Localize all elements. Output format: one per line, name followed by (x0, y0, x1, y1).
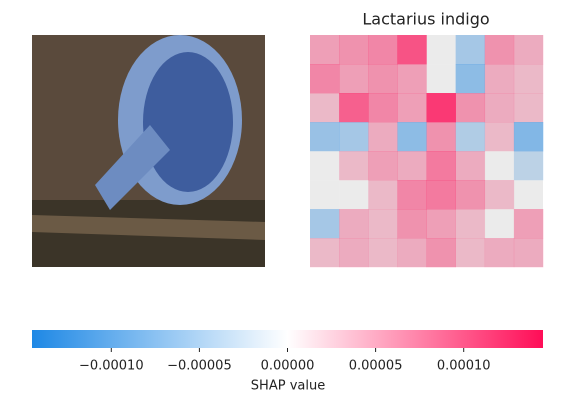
heat-cell (455, 122, 486, 152)
tick-label: 0.00005 (349, 359, 403, 374)
heat-cell (397, 122, 427, 152)
heat-cell (339, 151, 369, 181)
heat-cell (484, 151, 515, 181)
heat-cell (397, 238, 427, 268)
heat-cell (368, 180, 398, 210)
heat-cell (339, 93, 369, 123)
heat-cell (397, 35, 427, 65)
heat-cell (455, 151, 486, 181)
heat-cell (368, 122, 398, 152)
heat-cell (310, 122, 340, 152)
heat-cell (455, 93, 486, 123)
tick-label: −0.00005 (167, 359, 232, 374)
heat-cell (426, 209, 456, 239)
heat-cell (426, 122, 456, 152)
heat-cell (484, 122, 515, 152)
colorbar (32, 330, 543, 348)
heat-cell (513, 151, 544, 181)
heat-cell (397, 180, 427, 210)
heat-cell (455, 64, 486, 94)
heat-cell (426, 151, 456, 181)
heat-cell (339, 209, 369, 239)
heat-cell (455, 209, 486, 239)
heat-cell (513, 238, 544, 268)
heat-cell (513, 122, 544, 152)
tick-label: 0.00010 (437, 359, 491, 374)
heat-cell (339, 64, 369, 94)
photo (32, 35, 265, 267)
heat-cell (397, 64, 427, 94)
heat-cell (339, 180, 369, 210)
heat-cell (339, 122, 369, 152)
tick-label: 0.00000 (261, 359, 315, 374)
heat-cell (368, 64, 398, 94)
heat-cell (484, 180, 515, 210)
heat-cell (397, 209, 427, 239)
heat-cell (513, 209, 544, 239)
heat-cell (368, 209, 398, 239)
tick-label: −0.00010 (79, 359, 144, 374)
heat-cell (484, 93, 515, 123)
heat-cell (368, 35, 398, 65)
heat-cell (310, 209, 340, 239)
heat-cell (426, 64, 456, 94)
heat-cell (310, 93, 340, 123)
heat-cell (426, 180, 456, 210)
heat-cell (513, 35, 544, 65)
heat-cell (368, 151, 398, 181)
heat-cell (484, 238, 515, 268)
heat-cell (426, 93, 456, 123)
heat-cell (397, 93, 427, 123)
heat-cell (397, 151, 427, 181)
heat-cell (339, 35, 369, 65)
heat-cell (513, 64, 544, 94)
heat-cell (455, 35, 486, 65)
heat-cell (513, 180, 544, 210)
heat-cell (455, 238, 486, 268)
heat-cell (484, 35, 515, 65)
heat-cell (484, 64, 515, 94)
heat-cell (310, 151, 340, 181)
chart-title: Lactarius indigo (362, 10, 489, 29)
heat-cell (339, 238, 369, 268)
heat-cell (426, 238, 456, 268)
colorbar-label: SHAP value (251, 379, 325, 394)
heat-cell (426, 35, 456, 65)
heat-cell (368, 238, 398, 268)
heat-cell (368, 93, 398, 123)
heat-cell (310, 238, 340, 268)
heat-cell (310, 64, 340, 94)
heat-cell (484, 209, 515, 239)
heat-cell (310, 180, 340, 210)
heat-cell (513, 93, 544, 123)
heat-cell (455, 180, 486, 210)
heat-cell (310, 35, 340, 65)
